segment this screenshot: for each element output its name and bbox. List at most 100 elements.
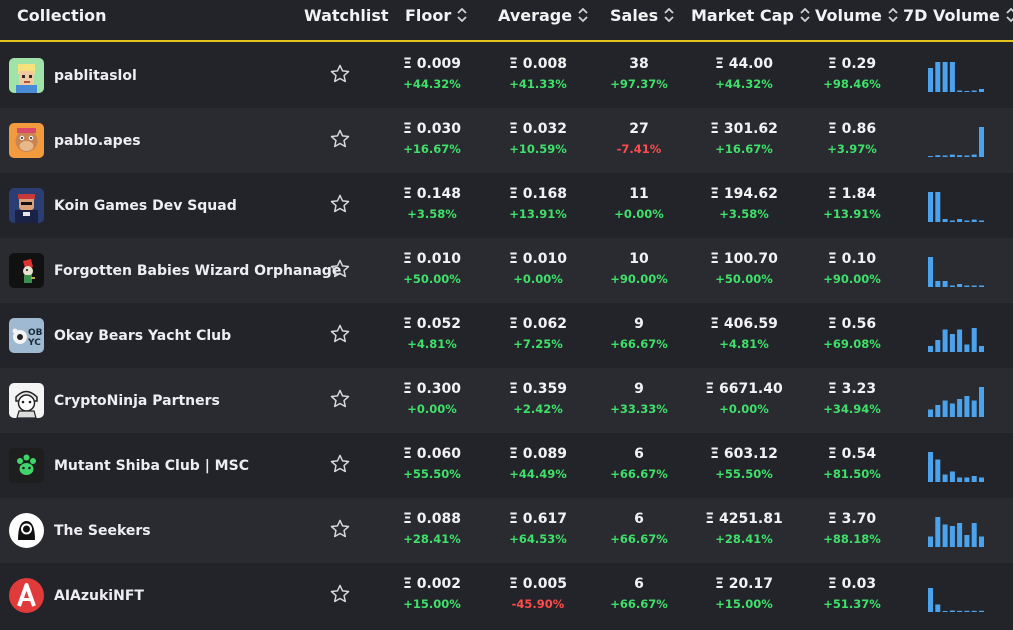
table-row[interactable]: The Seekers Ξ 0.088 +28.41% Ξ 0.617 +64.53% 6… <box>0 498 1013 563</box>
collection-name[interactable]: pablo.apes <box>54 133 141 149</box>
spark-bar <box>928 346 933 352</box>
volume-change: +69.08% <box>823 337 881 351</box>
sort-icon <box>578 7 588 22</box>
table-row[interactable]: Koin Games Dev Squad Ξ 0.148 +3.58% Ξ 0.168… <box>0 173 1013 238</box>
market-cap-value: Ξ 20.17 <box>714 576 773 592</box>
market-cap-value: Ξ 406.59 <box>710 316 778 332</box>
header-floor[interactable]: Floor <box>405 5 467 27</box>
dev-squad-logo[interactable] <box>9 188 44 223</box>
sort-icon <box>664 7 674 22</box>
paw-logo[interactable] <box>9 448 44 483</box>
header-average[interactable]: Average <box>498 5 588 27</box>
collection-name[interactable]: Okay Bears Yacht Club <box>54 328 232 344</box>
spark-bar <box>964 220 970 222</box>
ape-logo[interactable] <box>9 123 44 158</box>
floor-change: +50.00% <box>403 272 461 286</box>
average-value: Ξ 0.359 <box>508 381 567 397</box>
table-row[interactable]: AIAzukiNFT Ξ 0.002 +15.00% Ξ 0.005 -45.90% 6 +… <box>0 563 1013 628</box>
header-sales-label: Sales <box>610 6 659 25</box>
table-row[interactable]: Mutant Shiba Club | MSC Ξ 0.060 +55.50% Ξ 0… <box>0 433 1013 498</box>
collection-name[interactable]: CryptoNinja Partners <box>54 393 220 409</box>
average-change: +2.42% <box>513 402 563 416</box>
sort-icon <box>800 7 810 22</box>
spark-bar <box>935 459 941 482</box>
spark-bar <box>949 220 955 222</box>
floor-change: +0.00% <box>407 402 457 416</box>
watchlist-star-icon[interactable] <box>329 323 351 345</box>
header-market-cap[interactable]: Market Cap <box>691 5 810 27</box>
market-cap-change: +16.67% <box>715 142 773 156</box>
floor-value: Ξ 0.148 <box>402 186 461 202</box>
collection-name[interactable]: Mutant Shiba Club | MSC <box>54 458 249 474</box>
spark-bar <box>935 517 941 547</box>
spark-bar <box>942 524 948 547</box>
oby-logo[interactable]: OB YC <box>9 318 44 353</box>
header-average-label: Average <box>498 6 573 25</box>
watchlist-star-icon[interactable] <box>329 518 351 540</box>
spark-bar <box>979 220 984 222</box>
collection-name[interactable]: The Seekers <box>54 523 151 539</box>
seekers-logo[interactable] <box>9 513 44 548</box>
spark-bar <box>971 523 977 547</box>
header-volume[interactable]: Volume <box>815 5 898 27</box>
floor-value: Ξ 0.300 <box>402 381 461 397</box>
table-row[interactable]: CryptoNinja Partners Ξ 0.300 +0.00% Ξ 0.359… <box>0 368 1013 433</box>
spark-bar <box>928 192 933 222</box>
spark-bar <box>928 452 933 482</box>
sales-value: 27 <box>629 121 649 137</box>
spark-bar <box>971 610 977 612</box>
table-row[interactable]: Forgotten Babies Wizard Orphanage Ξ 0.010… <box>0 238 1013 303</box>
watchlist-star-icon[interactable] <box>329 258 351 280</box>
sales-change: +66.67% <box>610 337 668 351</box>
watchlist-star-icon[interactable] <box>329 583 351 605</box>
spark-bar <box>957 329 963 352</box>
sales-value: 38 <box>629 56 649 72</box>
header-collection: Collection <box>17 6 107 25</box>
volume-value: Ξ 0.86 <box>827 121 877 137</box>
volume-value: Ξ 0.54 <box>827 446 877 462</box>
collection-name[interactable]: Forgotten Babies Wizard Orphanage <box>54 263 342 279</box>
volume-7d-sparkline <box>928 452 984 482</box>
watchlist-star-icon[interactable] <box>329 453 351 475</box>
collection-name[interactable]: Koin Games Dev Squad <box>54 198 237 214</box>
average-value: Ξ 0.089 <box>508 446 567 462</box>
collection-name[interactable]: pablitaslol <box>54 68 137 84</box>
header-sales[interactable]: Sales <box>610 5 674 27</box>
market-cap-change: +28.41% <box>715 532 773 546</box>
header-7d-volume[interactable]: 7D Volume <box>903 5 1013 27</box>
watchlist-star-icon[interactable] <box>329 193 351 215</box>
volume-7d-sparkline <box>928 588 984 612</box>
spark-bar <box>979 387 984 417</box>
spark-bar <box>949 285 955 287</box>
spark-bar <box>935 155 941 157</box>
table-row[interactable]: pablitaslol Ξ 0.009 +44.32% Ξ 0.008 +41.33% 3… <box>0 43 1013 108</box>
watchlist-star-icon[interactable] <box>329 63 351 85</box>
collection-name[interactable]: AIAzukiNFT <box>54 588 144 604</box>
watchlist-star-icon[interactable] <box>329 128 351 150</box>
volume-value: Ξ 0.56 <box>827 316 877 332</box>
volume-change: +3.97% <box>827 142 877 156</box>
sales-value: 6 <box>634 446 644 462</box>
pixel-face-logo[interactable] <box>9 58 44 93</box>
wizard-logo[interactable] <box>9 253 44 288</box>
spark-bar <box>979 536 984 547</box>
table-row[interactable]: pablo.apes Ξ 0.030 +16.67% Ξ 0.032 +10.59% 27… <box>0 108 1013 173</box>
volume-7d-sparkline <box>928 127 984 157</box>
header-watchlist: Watchlist <box>304 6 389 25</box>
spark-bar <box>942 611 948 612</box>
average-change: +13.91% <box>509 207 567 221</box>
floor-value: Ξ 0.060 <box>402 446 461 462</box>
volume-change: +98.46% <box>823 77 881 91</box>
spark-bar <box>935 192 941 222</box>
average-change: +64.53% <box>509 532 567 546</box>
spark-bar <box>949 403 955 417</box>
ninja-logo[interactable] <box>9 383 44 418</box>
floor-change: +55.50% <box>403 467 461 481</box>
watchlist-star-icon[interactable] <box>329 388 351 410</box>
azuki-logo[interactable] <box>9 578 44 613</box>
spark-bar <box>971 154 977 157</box>
spark-bar <box>942 474 948 482</box>
table-row[interactable]: OB YC Okay Bears Yacht Club Ξ 0.052 +4.81% Ξ … <box>0 303 1013 368</box>
average-change: +44.49% <box>509 467 567 481</box>
